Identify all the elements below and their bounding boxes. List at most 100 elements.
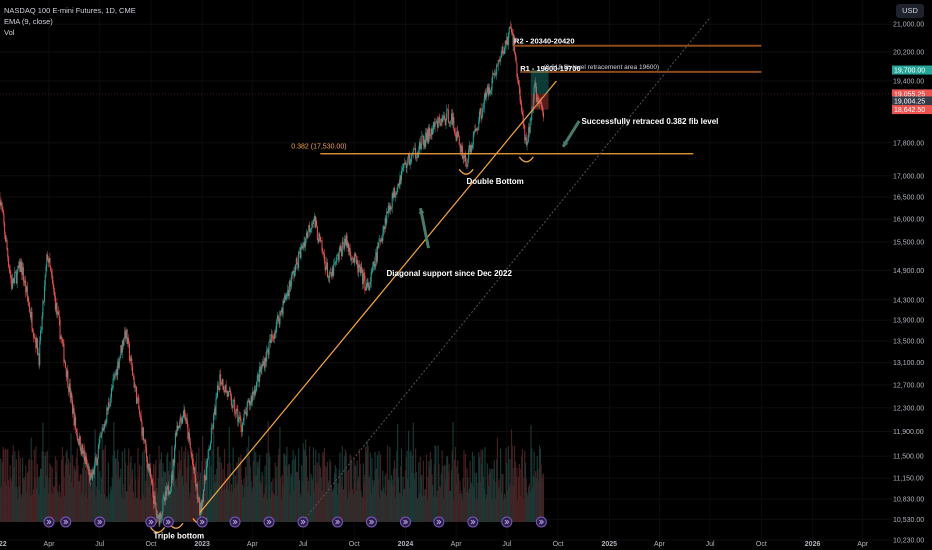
volume-bar <box>41 451 43 522</box>
volume-bar <box>6 450 8 522</box>
volume-bar <box>397 423 399 522</box>
event-icon[interactable] <box>297 516 309 528</box>
volume-bar <box>7 449 9 522</box>
candle-body <box>447 109 449 122</box>
volume-bar <box>216 446 219 522</box>
volume-bar <box>150 497 152 522</box>
volume-bar <box>408 487 410 522</box>
volume-bar <box>16 487 18 522</box>
volume-bar <box>85 469 87 522</box>
ema-indicator-label[interactable]: EMA (9, close) <box>4 17 53 26</box>
candle-body <box>437 117 439 128</box>
candle-body <box>312 219 314 224</box>
volume-indicator-label[interactable]: Vol <box>4 28 15 37</box>
candle-body <box>370 272 372 283</box>
candle-body <box>220 383 222 384</box>
event-icon[interactable] <box>433 516 445 528</box>
event-icon[interactable] <box>229 516 241 528</box>
volume-bar <box>529 492 531 522</box>
volume-bar <box>142 452 144 522</box>
volume-bar <box>195 461 197 522</box>
volume-bar <box>213 432 215 522</box>
volume-bar <box>156 488 158 522</box>
volume-bar <box>510 429 513 522</box>
candle-body <box>253 389 255 395</box>
candle-body <box>125 331 127 339</box>
candle-body <box>361 266 363 270</box>
event-icon[interactable] <box>263 516 275 528</box>
event-icons[interactable] <box>43 516 547 528</box>
volume-bar <box>426 499 428 522</box>
volume-bar <box>283 453 286 522</box>
event-icon[interactable] <box>94 516 106 528</box>
volume-bar <box>208 451 210 522</box>
event-icon[interactable] <box>145 516 157 528</box>
event-icon[interactable] <box>467 516 479 528</box>
candle-body <box>408 153 410 159</box>
event-icon[interactable] <box>399 516 411 528</box>
volume-bar <box>194 494 196 522</box>
event-icon[interactable] <box>332 516 344 528</box>
candle-body <box>405 164 407 168</box>
price-axis[interactable]: 21,000.00 20,200.00 19,400.00 17,800.00 17,0… <box>892 0 932 550</box>
candle-body <box>345 235 347 245</box>
candle-body <box>91 474 93 480</box>
volume-bar <box>234 475 237 522</box>
volume-bar <box>351 462 353 522</box>
time-axis[interactable]: 2022 Apr Jul Oct 2023 Apr Jul Oct 2024 Apr Jul Oct 2… <box>0 541 869 548</box>
volume-bar <box>37 477 39 522</box>
event-icon[interactable] <box>501 516 513 528</box>
volume-bar <box>48 478 50 522</box>
volume-bar <box>122 484 124 522</box>
event-icon[interactable] <box>60 516 72 528</box>
candle-body <box>308 225 310 232</box>
volume-bar <box>451 450 453 522</box>
candle-body <box>313 216 315 220</box>
symbol-title[interactable]: NASDAQ 100 E-mini Futures, 1D, CME <box>4 6 136 15</box>
volume-bar <box>256 462 258 522</box>
volume-bar <box>98 490 100 522</box>
volume-bar <box>514 445 516 522</box>
volume-bar <box>127 465 129 522</box>
candle-body <box>212 428 214 429</box>
event-icon[interactable] <box>162 516 174 528</box>
candle-body <box>183 409 185 417</box>
volume-bar <box>378 451 380 522</box>
time-tick-label: Apr <box>451 541 463 548</box>
candle-body <box>282 300 284 314</box>
event-icon[interactable] <box>43 516 55 528</box>
candle-body <box>193 467 195 470</box>
candle-body <box>316 220 318 227</box>
volume-bar <box>498 479 500 522</box>
price-badge-label: 19,055.25 <box>894 91 925 98</box>
candle-body <box>336 255 338 261</box>
candle-body <box>206 458 208 466</box>
volume-bar <box>44 455 46 522</box>
candle-body <box>482 108 484 109</box>
volume-bar <box>185 482 187 522</box>
event-icon[interactable] <box>535 516 547 528</box>
candle-body <box>114 374 116 376</box>
volume-bar <box>379 498 381 522</box>
candle-body <box>386 211 388 224</box>
candle-body <box>485 92 487 98</box>
candle-body <box>503 47 505 55</box>
currency-button[interactable]: USD <box>896 4 924 18</box>
volume-bar <box>68 458 70 522</box>
volume-bar <box>239 457 241 522</box>
candle-body <box>243 413 245 421</box>
volume-bar <box>524 462 527 522</box>
candle-body <box>141 421 143 436</box>
volume-bar <box>64 496 66 522</box>
candle-body <box>84 455 86 464</box>
event-icon[interactable] <box>196 516 208 528</box>
volume-bar <box>210 466 212 522</box>
candle-body <box>259 366 261 383</box>
volume-bars <box>0 421 545 522</box>
volume-bar <box>471 484 473 522</box>
volume-bar <box>516 467 518 522</box>
volume-bar <box>241 484 244 522</box>
candle-body <box>497 60 499 66</box>
event-icon[interactable] <box>365 516 377 528</box>
